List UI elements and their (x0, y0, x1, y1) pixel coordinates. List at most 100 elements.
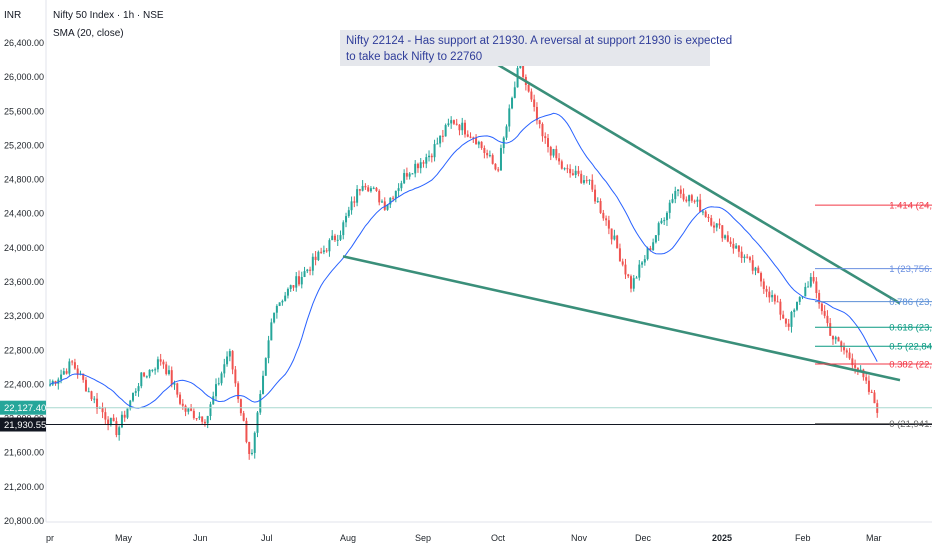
candle-body (665, 212, 668, 221)
candle-body (688, 195, 691, 202)
candle-body (300, 276, 303, 285)
y-tick-label: 22,400.00 (4, 379, 44, 389)
candle-body (488, 155, 491, 157)
annotation-line-1: Nifty 22124 - Has support at 21930. A re… (346, 35, 732, 47)
candle-body (751, 260, 754, 271)
candle-body (264, 358, 267, 376)
candle-body (270, 322, 273, 341)
candle-body (613, 235, 616, 240)
candle-body (267, 340, 270, 359)
candle-body (436, 143, 439, 145)
candle-body (292, 285, 295, 288)
candle-body (574, 170, 577, 176)
candle-body (286, 288, 289, 296)
sma-line (49, 112, 878, 409)
candle-body (594, 189, 597, 202)
x-tick-label: Feb (795, 533, 811, 543)
candle-body (779, 301, 782, 315)
candle-body (383, 201, 386, 210)
y-tick-label: 26,000.00 (4, 72, 44, 82)
candle-body (826, 315, 829, 324)
candle-body (538, 120, 541, 125)
candle-body (195, 418, 198, 420)
candle-body (159, 359, 162, 362)
candle-body (309, 269, 312, 271)
candle-body (333, 235, 336, 241)
candle-body (234, 369, 237, 384)
candle-body (162, 361, 165, 365)
candle-body (422, 162, 425, 164)
candle-body (743, 256, 746, 258)
fib-level-label: 1 (23,756. (889, 264, 932, 275)
y-tick-label: 21,200.00 (4, 482, 44, 492)
candle-body (132, 392, 134, 401)
candle-body (154, 369, 157, 371)
candle-body (602, 212, 605, 219)
candle-body (212, 396, 215, 405)
candle-body (549, 146, 552, 156)
candle-body (862, 369, 865, 378)
candle-body (829, 323, 832, 336)
candle-body (167, 370, 170, 374)
candle-body (345, 216, 348, 223)
candle-body (148, 369, 151, 377)
candle-body (480, 141, 483, 149)
candle-body (732, 243, 735, 249)
candle-body (198, 416, 201, 419)
candle-body (455, 123, 458, 125)
indicator-label: SMA (20, close) (53, 28, 124, 39)
candle-body (541, 124, 544, 137)
candle-body (724, 235, 727, 239)
candle-body (179, 394, 182, 404)
candle-body (483, 148, 486, 153)
candle-body (137, 386, 140, 392)
candle-body (331, 235, 334, 241)
candle-body (347, 210, 350, 217)
candle-body (505, 126, 508, 138)
candle-body (220, 373, 223, 384)
fib-retracement[interactable]: 1.414 (24, 1 (23,756. 0.786 (23, 0.618 (23,… (815, 201, 932, 430)
candle-body (865, 377, 868, 381)
candle-body (607, 220, 610, 229)
candle-body (203, 421, 206, 424)
candle-body (466, 134, 469, 137)
candle-body (796, 301, 798, 310)
svg-text:21,930.55: 21,930.55 (4, 420, 46, 431)
candle-body (342, 222, 345, 236)
candle-body (458, 124, 461, 131)
candle-body (605, 218, 608, 221)
trendlines[interactable] (342, 58, 901, 382)
candle-body (497, 169, 500, 171)
candle-body (754, 267, 757, 271)
candle-body (737, 245, 740, 252)
candle-body (701, 211, 704, 213)
candle-body (306, 269, 309, 272)
candle-body (190, 408, 193, 411)
candle-body (93, 398, 96, 400)
x-axis-labels: pr May Jun Jul Aug Sep Oct Nov Dec 2025 Feb Mar (46, 533, 882, 543)
candle-body (237, 383, 240, 400)
candle-body (704, 211, 707, 217)
candle-body (784, 318, 787, 324)
candle-body (253, 432, 256, 453)
candle-body (718, 223, 721, 226)
annotation[interactable]: Nifty 22124 - Has support at 21930. A re… (340, 30, 732, 66)
candle-body (820, 303, 823, 312)
candle-body (129, 400, 132, 409)
candle-body (591, 179, 594, 190)
candle-body (447, 123, 450, 126)
candle-body (115, 421, 118, 436)
candle-body (54, 381, 57, 384)
x-tick-label: Jul (261, 533, 273, 543)
candle-body (793, 309, 796, 312)
trendline[interactable] (489, 58, 901, 305)
fib-level-label: 0.618 (23, (889, 323, 932, 334)
y-tick-label: 24,800.00 (4, 175, 44, 185)
candle-body (771, 295, 774, 298)
candle-body (275, 305, 278, 313)
x-tick-label: pr (46, 533, 54, 543)
trendline[interactable] (342, 255, 901, 382)
candle-body (815, 281, 818, 294)
candle-body (713, 225, 715, 228)
